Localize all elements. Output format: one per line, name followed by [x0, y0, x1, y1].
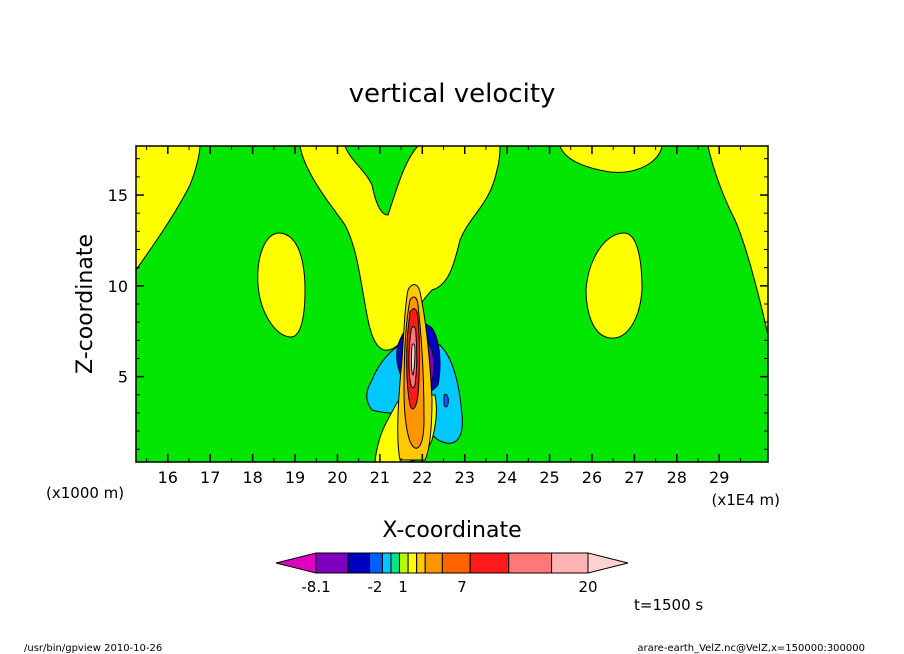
x-tick-label: 19 — [285, 468, 305, 487]
time-label: t=1500 s — [634, 596, 703, 614]
x-tick-label: 26 — [582, 468, 602, 487]
x-tick-label: 27 — [624, 468, 644, 487]
x-tick-label: 18 — [242, 468, 262, 487]
y-axis: 5 10 15 — [108, 158, 768, 450]
x-tick-label: 23 — [455, 468, 475, 487]
x-tick-label: 25 — [539, 468, 559, 487]
colorbar-segment — [347, 552, 371, 574]
contour-region-small-blue — [443, 393, 449, 408]
colorbar-segment — [390, 552, 401, 574]
colorbar-segment — [469, 552, 510, 574]
chart-title: vertical velocity — [349, 79, 556, 109]
x-tick-label: 16 — [158, 468, 178, 487]
colorbar-segment — [315, 552, 349, 574]
colorbar-tick-label: -8.1 — [301, 578, 330, 596]
colorbar-min-extension — [275, 552, 317, 574]
contour-region-yellow-top — [136, 146, 201, 271]
colorbar: -8.1 -2 1 7 20 — [275, 552, 629, 596]
y-tick-label: 10 — [108, 277, 128, 296]
colorbar-segment — [551, 552, 589, 574]
contour-region-yellow-top-center — [299, 146, 501, 351]
colorbar-segment — [407, 552, 418, 574]
y-tick-label: 15 — [108, 186, 128, 205]
y-tick-label: 5 — [118, 368, 128, 387]
x-tick-label: 29 — [709, 468, 729, 487]
contour-region-yellow-oval-left — [257, 232, 306, 338]
colorbar-segment — [381, 552, 392, 574]
colorbar-segment — [508, 552, 553, 574]
contour-region-lightpink-core — [410, 343, 416, 377]
x-tick-label: 20 — [327, 468, 347, 487]
footer-right: arare-earth_VelZ.nc@VelZ,x=150000:300000 — [637, 643, 865, 654]
y-axis-label: Z-coordinate — [73, 234, 98, 374]
colorbar-max-extension — [587, 552, 629, 574]
colorbar-segment — [424, 552, 443, 574]
x-axis-label: X-coordinate — [382, 518, 521, 543]
colorbar-tick-label: 1 — [398, 578, 408, 596]
x-tick-label: 28 — [667, 468, 687, 487]
colorbar-tick-label: 20 — [578, 578, 597, 596]
colorbar-tick-label: -2 — [368, 578, 383, 596]
footer-left: /usr/bin/gpview 2010-10-26 — [24, 643, 162, 654]
x-unit-label: (x1E4 m) — [711, 491, 780, 509]
x-tick-label: 24 — [497, 468, 517, 487]
y-unit-label: (x1000 m) — [46, 484, 124, 502]
colorbar-tick-label: 7 — [457, 578, 467, 596]
colorbar-segment — [416, 552, 426, 574]
plot-area — [135, 145, 769, 463]
x-tick-label: 17 — [200, 468, 220, 487]
contour-region-yellow-oval-right — [585, 232, 643, 339]
colorbar-segment — [369, 552, 383, 574]
colorbar-segment — [441, 552, 471, 574]
colorbar-segment — [399, 552, 409, 574]
x-axis: 16 17 18 19 20 21 22 23 24 25 26 27 28 29 — [146, 146, 741, 487]
contour-region-yellow-right — [707, 146, 768, 336]
x-tick-label: 22 — [412, 468, 432, 487]
x-tick-label: 21 — [370, 468, 390, 487]
contour-region-yellow-top-right — [559, 146, 663, 173]
